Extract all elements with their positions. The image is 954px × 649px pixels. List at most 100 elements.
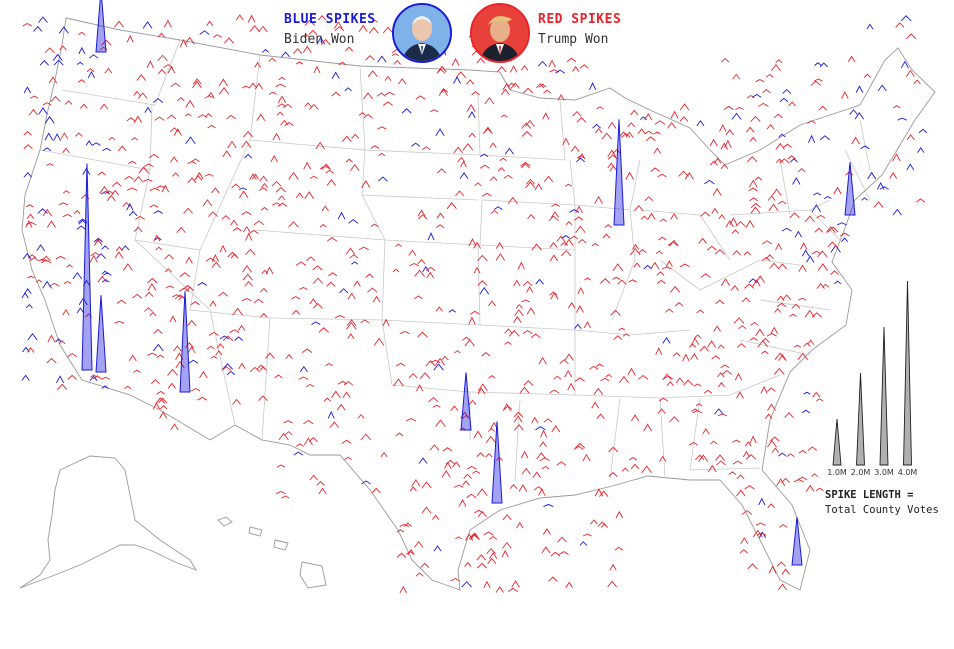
county-spike [749, 435, 757, 444]
county-spike [321, 163, 331, 170]
county-spike [752, 279, 761, 287]
us-outline [19, 17, 936, 591]
county-spike [421, 146, 431, 151]
county-spike [815, 487, 824, 492]
county-spike [477, 387, 486, 395]
county-spike [502, 82, 511, 91]
county-spike [265, 352, 275, 359]
county-spike [312, 302, 323, 309]
county-spike [855, 85, 864, 93]
county-spike [501, 549, 509, 558]
county-spike [153, 98, 164, 103]
county-spike [720, 364, 730, 368]
county-spike [37, 208, 48, 214]
county-spike [522, 330, 533, 334]
county-spike [918, 128, 928, 134]
county-spike [771, 188, 782, 196]
county-spike [595, 363, 604, 368]
county-spike [497, 167, 505, 172]
county-spike [774, 367, 785, 375]
county-spike [608, 471, 618, 477]
county-spike [659, 455, 667, 463]
county-spike [513, 415, 523, 423]
county-spike [656, 271, 665, 276]
county-spike [457, 156, 466, 163]
county-spike [716, 460, 726, 466]
county-spike [861, 197, 868, 201]
county-spike [740, 537, 749, 544]
county-spike [36, 244, 45, 251]
county-spike [625, 171, 634, 180]
spike-houston [491, 421, 503, 504]
county-spike [126, 202, 134, 211]
biden-won-label: Biden Won [284, 32, 355, 47]
county-spike [628, 279, 638, 283]
county-spike [482, 192, 492, 197]
county-spike [101, 376, 110, 380]
county-spike [185, 99, 195, 108]
county-spike [172, 172, 180, 177]
county-spike [670, 110, 679, 119]
county-spike [720, 163, 729, 170]
county-spike [128, 354, 137, 362]
county-spike [696, 119, 705, 127]
county-spike [227, 140, 237, 149]
county-spike [299, 365, 308, 373]
county-spike [371, 19, 378, 23]
county-spike [270, 155, 278, 163]
county-spike [78, 46, 86, 55]
county-spike [191, 158, 200, 163]
county-spike [602, 233, 611, 239]
county-spike [121, 245, 130, 251]
county-spike [185, 113, 192, 117]
county-spike [776, 302, 787, 308]
county-spike [628, 456, 638, 461]
scale-label-1: 1.0M [827, 468, 847, 477]
county-spike [761, 350, 769, 355]
county-spike [298, 286, 308, 290]
county-spike [514, 309, 524, 317]
county-spike [538, 488, 546, 496]
county-spike [372, 295, 381, 303]
county-spike [789, 212, 800, 219]
county-spike [249, 366, 260, 373]
county-spike [147, 282, 157, 291]
county-spike [319, 223, 327, 228]
major-county-spikes [81, 0, 856, 566]
county-spike [35, 279, 43, 283]
county-spike [765, 254, 774, 260]
county-spike [662, 336, 671, 344]
county-spike [679, 103, 690, 111]
county-spike [363, 113, 374, 119]
county-spike [306, 384, 315, 388]
county-spike [811, 204, 821, 213]
county-spike [814, 62, 822, 67]
county-spike [170, 156, 178, 163]
county-spike [421, 506, 432, 514]
county-spike [155, 246, 163, 251]
county-spike [242, 265, 252, 273]
county-spike [721, 369, 732, 375]
county-spike [801, 409, 811, 414]
county-spike [222, 335, 234, 342]
county-spike [346, 321, 357, 330]
county-spike [116, 299, 127, 304]
county-spike [653, 131, 661, 135]
county-spike [190, 301, 200, 306]
county-spike [230, 219, 238, 226]
county-spike [718, 381, 725, 388]
county-spike [549, 389, 560, 394]
county-spike [56, 375, 65, 384]
county-spike [283, 420, 293, 424]
county-spike [284, 122, 294, 127]
county-spike [407, 548, 415, 556]
county-spike [58, 26, 69, 34]
county-spike [814, 227, 824, 233]
county-spike [767, 403, 776, 411]
county-spike [445, 459, 456, 465]
county-spike [187, 161, 197, 165]
county-spike [824, 195, 832, 200]
county-spike [399, 330, 410, 335]
county-spike [358, 112, 367, 116]
county-spike [711, 207, 719, 214]
